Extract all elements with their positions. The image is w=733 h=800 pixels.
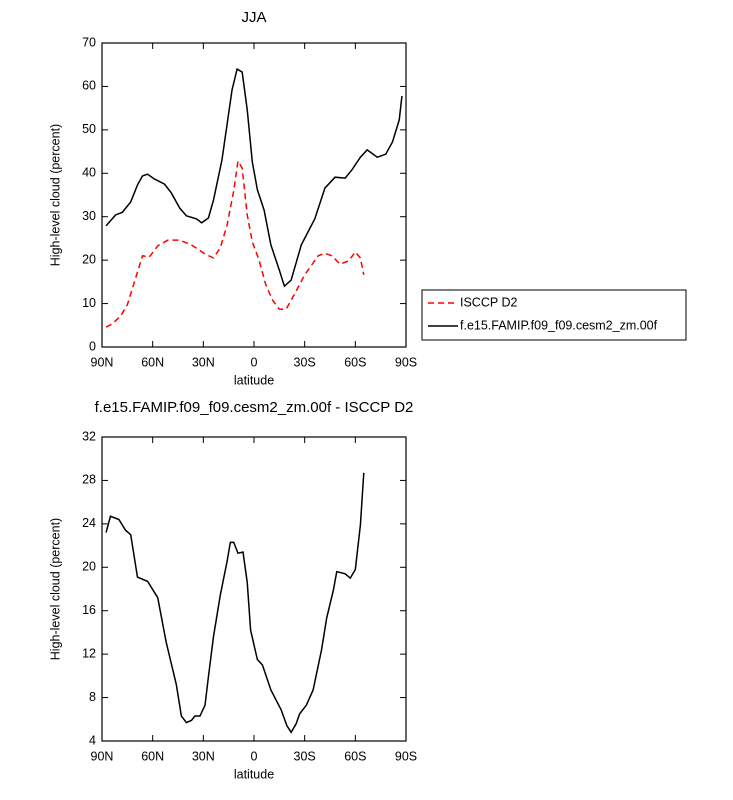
y-tick-label: 32 — [82, 429, 96, 443]
x-tick-label: 30N — [192, 355, 215, 369]
y-tick-label: 60 — [82, 79, 96, 93]
x-tick-label: 60N — [141, 355, 164, 369]
y-tick-label: 0 — [89, 339, 96, 353]
y-tick-label: 20 — [82, 252, 96, 266]
chart-title: f.e15.FAMIP.f09_f09.cesm2_zm.00f - ISCCP… — [95, 399, 414, 416]
x-tick-label: 60S — [344, 749, 366, 763]
x-tick-label: 0 — [251, 749, 258, 763]
x-tick-label: 30S — [294, 355, 316, 369]
y-tick-label: 40 — [82, 166, 96, 180]
plot-frame — [101, 42, 407, 348]
y-tick-label: 28 — [82, 473, 96, 487]
x-tick-label: 0 — [251, 355, 258, 369]
plot-frame — [101, 436, 407, 742]
y-tick-label: 20 — [82, 560, 96, 574]
x-tick-label: 30N — [192, 749, 215, 763]
data-line — [105, 472, 365, 734]
x-tick-label: 60N — [141, 749, 164, 763]
data-line — [105, 158, 365, 328]
x-tick-label: 90N — [91, 749, 114, 763]
y-tick-label: 16 — [82, 603, 96, 617]
y-axis-label: High-level cloud (percent) — [48, 124, 62, 266]
x-tick-label: 90S — [395, 355, 417, 369]
x-tick-label: 30S — [294, 749, 316, 763]
y-tick-label: 4 — [89, 733, 96, 747]
legend-label: ISCCP D2 — [460, 295, 517, 309]
y-tick-label: 10 — [82, 296, 96, 310]
x-axis-label: latitude — [234, 373, 274, 387]
data-line — [105, 67, 403, 288]
y-tick-label: 70 — [82, 35, 96, 49]
y-tick-label: 8 — [89, 690, 96, 704]
chart-title: JJA — [241, 9, 266, 26]
x-tick-label: 90N — [91, 355, 114, 369]
x-axis-label: latitude — [234, 767, 274, 781]
y-tick-label: 24 — [82, 516, 96, 530]
y-tick-label: 50 — [82, 122, 96, 136]
x-tick-label: 90S — [395, 749, 417, 763]
y-tick-label: 12 — [82, 646, 96, 660]
y-tick-label: 30 — [82, 209, 96, 223]
legend-label: f.e15.FAMIP.f09_f09.cesm2_zm.00f — [460, 318, 658, 332]
legend-box — [421, 289, 687, 341]
x-tick-label: 60S — [344, 355, 366, 369]
y-axis-label: High-level cloud (percent) — [48, 518, 62, 660]
